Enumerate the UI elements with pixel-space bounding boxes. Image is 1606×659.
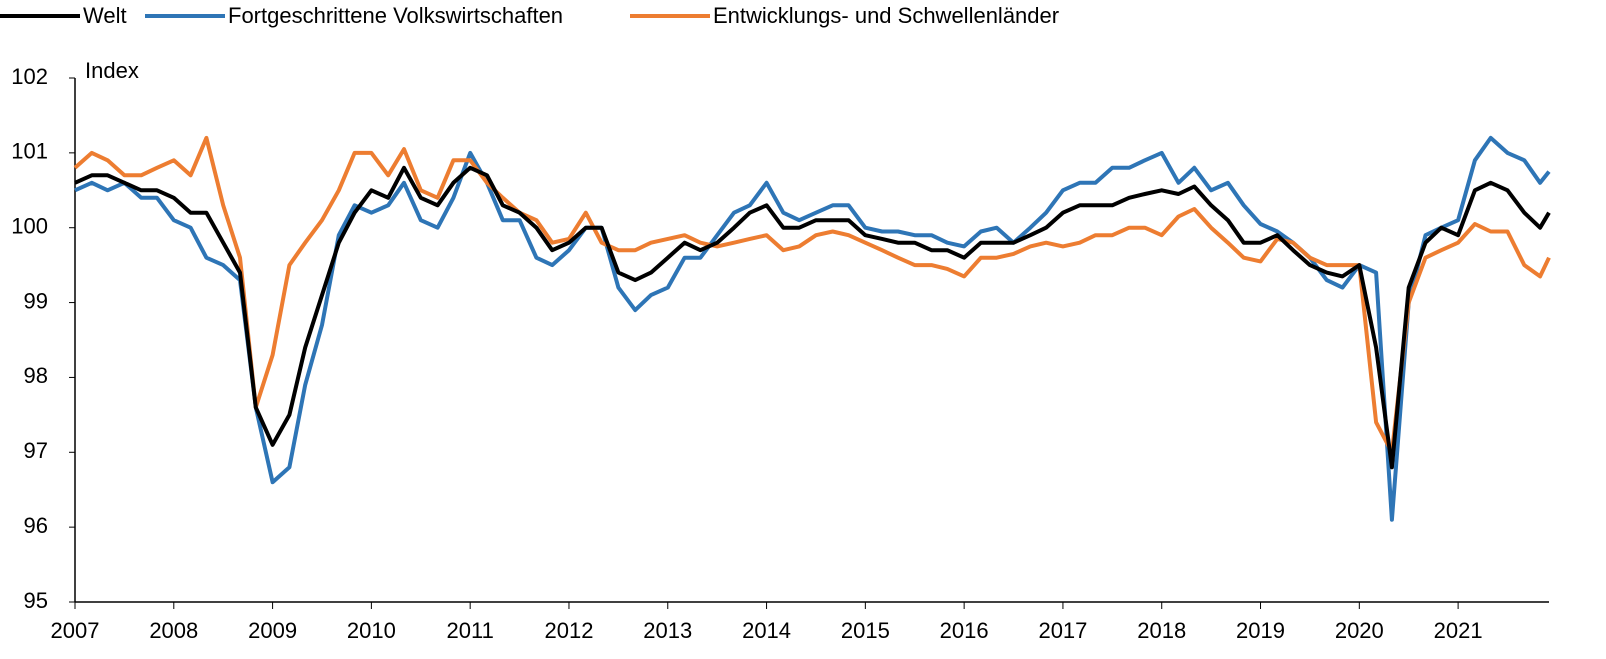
legend-label: Entwicklungs- und Schwellenländer xyxy=(713,3,1059,28)
y-tick-label: 102 xyxy=(11,64,48,89)
x-tick-label: 2016 xyxy=(940,618,989,643)
y-tick-label: 98 xyxy=(24,363,48,388)
x-tick-label: 2009 xyxy=(248,618,297,643)
x-tick-label: 2014 xyxy=(742,618,791,643)
x-tick-label: 2008 xyxy=(149,618,198,643)
x-tick-label: 2010 xyxy=(347,618,396,643)
y-tick-label: 95 xyxy=(24,588,48,613)
x-tick-label: 2007 xyxy=(51,618,100,643)
y-tick-label: 101 xyxy=(11,139,48,164)
series-line xyxy=(73,135,1551,455)
series-line xyxy=(74,135,1551,522)
y-tick-label: 99 xyxy=(24,288,48,313)
x-tick-label: 2017 xyxy=(1038,618,1087,643)
legend-label: Welt xyxy=(83,3,127,28)
x-tick-label: 2018 xyxy=(1137,618,1186,643)
series-line xyxy=(74,165,1551,470)
x-tick-label: 2012 xyxy=(544,618,593,643)
y-tick-label: 100 xyxy=(11,214,48,239)
legend-label: Fortgeschrittene Volkswirtschaften xyxy=(228,3,563,28)
x-tick-label: 2011 xyxy=(447,618,494,643)
y-tick-label: 96 xyxy=(24,513,48,538)
x-tick-label: 2013 xyxy=(643,618,692,643)
y-axis-label: Index xyxy=(85,58,139,83)
x-tick-label: 2020 xyxy=(1335,618,1384,643)
y-tick-label: 97 xyxy=(24,438,48,463)
x-tick-label: 2019 xyxy=(1236,618,1285,643)
x-tick-label: 2021 xyxy=(1434,618,1483,643)
x-tick-label: 2015 xyxy=(841,618,890,643)
